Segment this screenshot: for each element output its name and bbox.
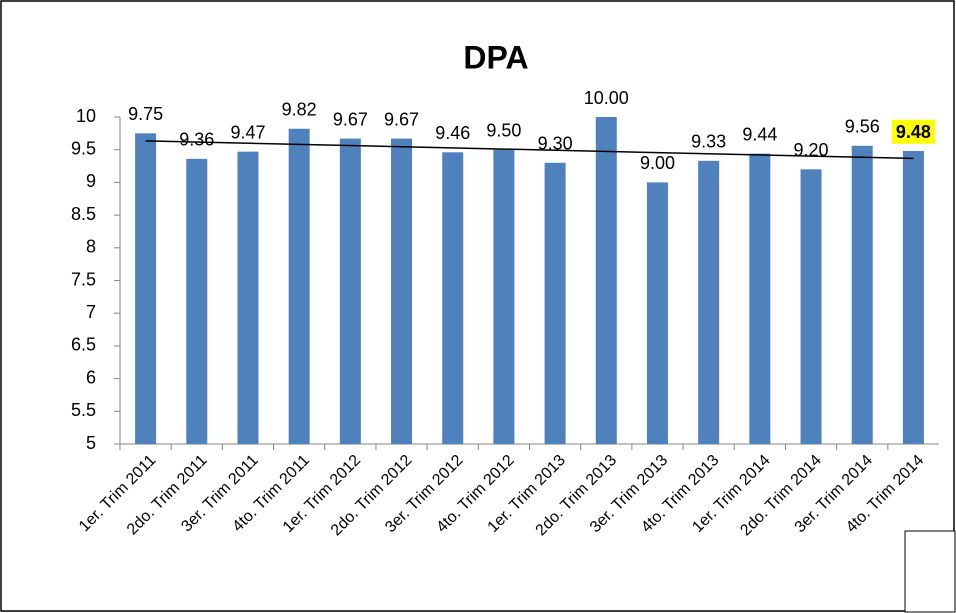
trendline	[145, 140, 914, 160]
bar	[698, 160, 720, 444]
data-label: 9.82	[282, 100, 317, 120]
bar	[237, 151, 259, 445]
data-label: 9.67	[333, 109, 368, 129]
bar	[135, 133, 157, 444]
y-tick-label: 7.5	[71, 269, 96, 289]
data-label: 9.33	[691, 132, 726, 152]
data-label: 9.36	[179, 130, 214, 150]
y-tick-label: 8.5	[71, 204, 96, 224]
bar	[493, 149, 515, 444]
label-highlight	[891, 119, 935, 144]
y-tick-label: 9.5	[71, 138, 96, 158]
data-label: 9.00	[640, 153, 675, 173]
data-label: 9.20	[794, 140, 829, 160]
y-tick-label: 10	[76, 106, 96, 126]
data-label: 9.75	[128, 104, 163, 124]
data-label: 9.46	[435, 123, 470, 143]
bar	[851, 145, 873, 444]
bar	[442, 152, 464, 445]
y-tick-label: 8	[86, 237, 96, 257]
data-label: 9.50	[486, 120, 521, 140]
data-label: 9.67	[384, 109, 419, 129]
y-tick-label: 9	[86, 171, 96, 191]
bar	[288, 128, 310, 444]
bar	[749, 153, 771, 444]
bar	[902, 151, 924, 444]
overlay-box	[904, 530, 956, 613]
y-tick-label: 6	[86, 367, 96, 387]
chart-title: DPA	[463, 39, 528, 75]
bar	[646, 182, 668, 444]
y-tick-label: 6.5	[71, 335, 96, 355]
bar	[800, 169, 822, 444]
data-label: 9.30	[538, 134, 573, 154]
bar	[595, 117, 617, 444]
data-label: 9.47	[230, 122, 265, 142]
bar	[391, 138, 413, 444]
bar	[339, 138, 361, 444]
data-label: 9.48	[896, 122, 931, 142]
data-label: 9.44	[742, 124, 777, 144]
bar	[544, 162, 566, 444]
y-tick-label: 5.5	[71, 400, 96, 420]
data-label: 9.56	[845, 117, 880, 137]
data-label: 10.00	[584, 88, 629, 108]
bar	[186, 158, 208, 444]
y-tick-label: 5	[86, 433, 96, 453]
y-tick-label: 7	[86, 302, 96, 322]
